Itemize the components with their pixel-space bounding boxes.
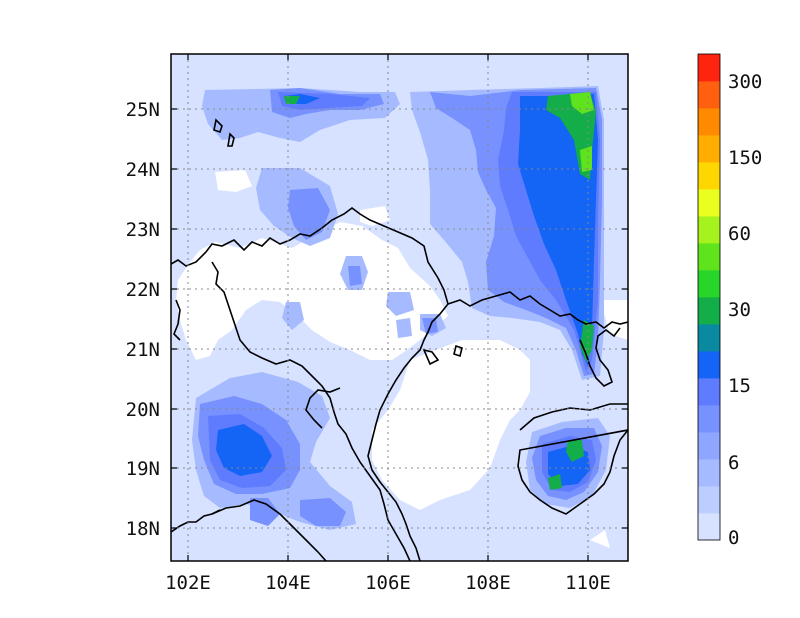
lat-label-24n: 24N (126, 159, 160, 181)
colorbar-cell (698, 486, 720, 514)
lon-label-102e: 102E (165, 572, 211, 594)
lon-label-106e: 106E (365, 572, 411, 594)
map-area (171, 54, 628, 561)
colorbar-cell (698, 432, 720, 460)
lon-label-104e: 104E (265, 572, 311, 594)
colorbar-label-15: 15 (728, 375, 751, 397)
colorbar-label-150: 150 (728, 147, 762, 169)
colorbar-cell (698, 378, 720, 406)
colorbar-cell (698, 54, 720, 82)
axis-ticks (171, 54, 628, 561)
colorbar-cell (698, 162, 720, 190)
lat-label-20n: 20N (126, 399, 160, 421)
map-frame (170, 53, 629, 562)
colorbar-label-60: 60 (728, 223, 751, 245)
colorbar-cell (698, 189, 720, 217)
colorbar-cell (698, 297, 720, 325)
lat-label-22n: 22N (126, 279, 160, 301)
coastlines (171, 118, 628, 561)
colorbar-cell (698, 81, 720, 109)
colorbar-labels: 0 6 15 30 60 150 300 (728, 71, 762, 549)
colorbar-label-30: 30 (728, 299, 751, 321)
longitude-labels: 102E 104E 106E 108E 110E (165, 572, 611, 594)
colorbar-frame (697, 53, 721, 541)
latitude-labels: 25N 24N 23N 22N 21N 20N 19N 18N (126, 99, 160, 540)
colorbar-cell (698, 243, 720, 271)
colorbar-cell (698, 216, 720, 244)
lon-label-110e: 110E (565, 572, 611, 594)
colorbar-cell (698, 108, 720, 136)
colorbar-cell (698, 270, 720, 298)
lat-label-19n: 19N (126, 458, 160, 480)
lat-label-23n: 23N (126, 219, 160, 241)
lat-label-21n: 21N (126, 339, 160, 361)
colorbar-cell (698, 513, 720, 541)
colorbar-cell (698, 459, 720, 487)
lat-label-18n: 18N (126, 518, 160, 540)
colorbar-cells (698, 54, 720, 541)
no-precip-areas (176, 170, 628, 548)
lon-label-108e: 108E (465, 572, 511, 594)
colorbar-cell (698, 135, 720, 163)
colorbar-label-300: 300 (728, 71, 762, 93)
colorbar: 0 6 15 30 60 150 300 (697, 53, 762, 549)
colorbar-label-0: 0 (728, 527, 739, 549)
colorbar-cell (698, 405, 720, 433)
lat-label-25n: 25N (126, 99, 160, 121)
colorbar-cell (698, 324, 720, 352)
colorbar-cell (698, 351, 720, 379)
gridlines (171, 54, 628, 561)
colorbar-label-6: 6 (728, 452, 739, 474)
